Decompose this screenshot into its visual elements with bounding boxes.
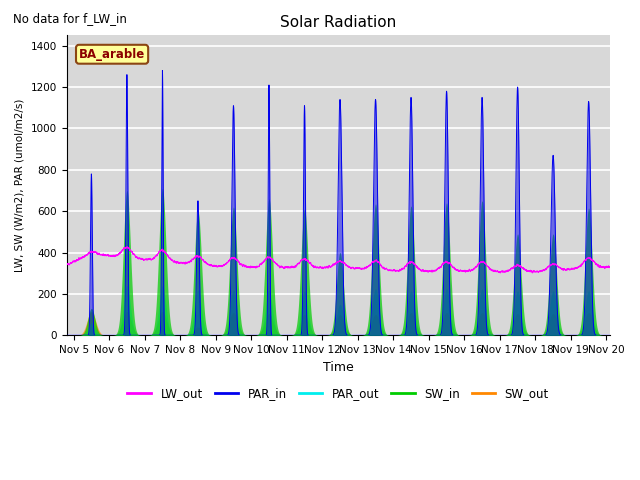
Legend: LW_out, PAR_in, PAR_out, SW_in, SW_out: LW_out, PAR_in, PAR_out, SW_in, SW_out — [123, 382, 554, 404]
X-axis label: Time: Time — [323, 360, 354, 373]
Text: BA_arable: BA_arable — [79, 48, 145, 61]
Title: Solar Radiation: Solar Radiation — [280, 15, 396, 30]
Y-axis label: LW, SW (W/m2), PAR (umol/m2/s): LW, SW (W/m2), PAR (umol/m2/s) — [15, 98, 25, 272]
Text: No data for f_LW_in: No data for f_LW_in — [13, 12, 127, 25]
